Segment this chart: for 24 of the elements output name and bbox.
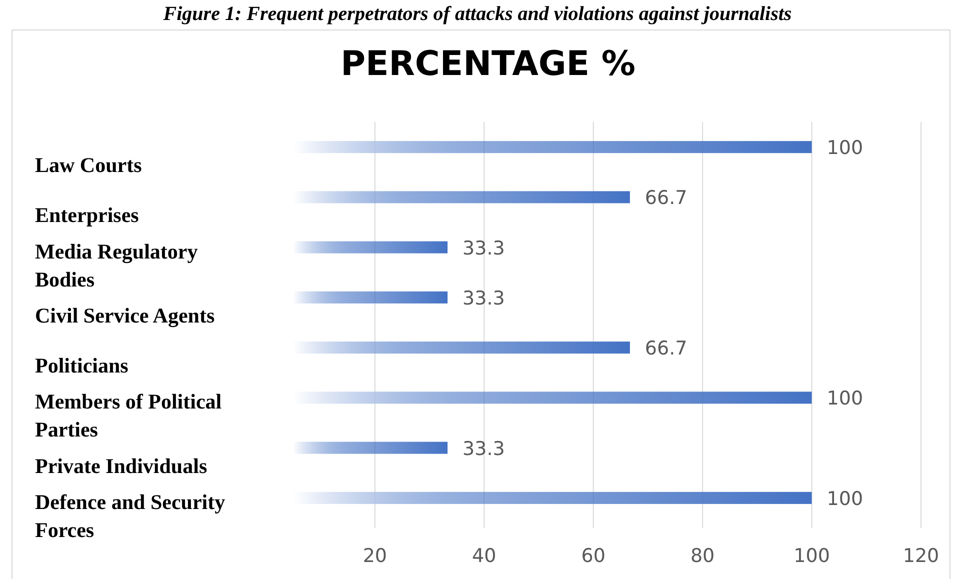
x-tick-label: 60	[581, 545, 606, 567]
x-tick-label: 20	[362, 545, 388, 567]
caption: Figure 1: Frequent perpetrators of attacks and violations against journalists	[162, 3, 792, 25]
y-tick-label: Members of Political Parties	[35, 390, 222, 442]
data-label: 33.3	[462, 237, 505, 260]
y-tick-label: Law Courts	[35, 153, 142, 178]
y-tick-label: Civil Service Agents	[35, 303, 215, 328]
x-tick-label: 40	[472, 545, 496, 567]
y-tick-label: Politicians	[35, 354, 128, 378]
y-tick-label: Defence and Security Forces	[35, 490, 226, 542]
x-tick-label: 100	[794, 545, 830, 567]
x-tick-label: 80	[690, 545, 715, 567]
data-label: 33.3	[462, 287, 505, 310]
y-tick-label: Enterprises	[35, 203, 139, 228]
x-tick-label: 120	[902, 545, 940, 567]
data-label: 66.7	[644, 187, 688, 210]
data-label: 100	[826, 388, 864, 410]
data-label: 100	[826, 488, 864, 510]
y-tick-label: Media Regulatory Bodies	[35, 239, 198, 292]
data-label: 33.3	[462, 438, 505, 460]
y-tick-label: Private Individuals	[35, 454, 208, 478]
data-label: 100	[826, 137, 864, 160]
chart-title: PERCENTAGE %	[340, 44, 636, 84]
data-label: 66.7	[644, 338, 688, 360]
